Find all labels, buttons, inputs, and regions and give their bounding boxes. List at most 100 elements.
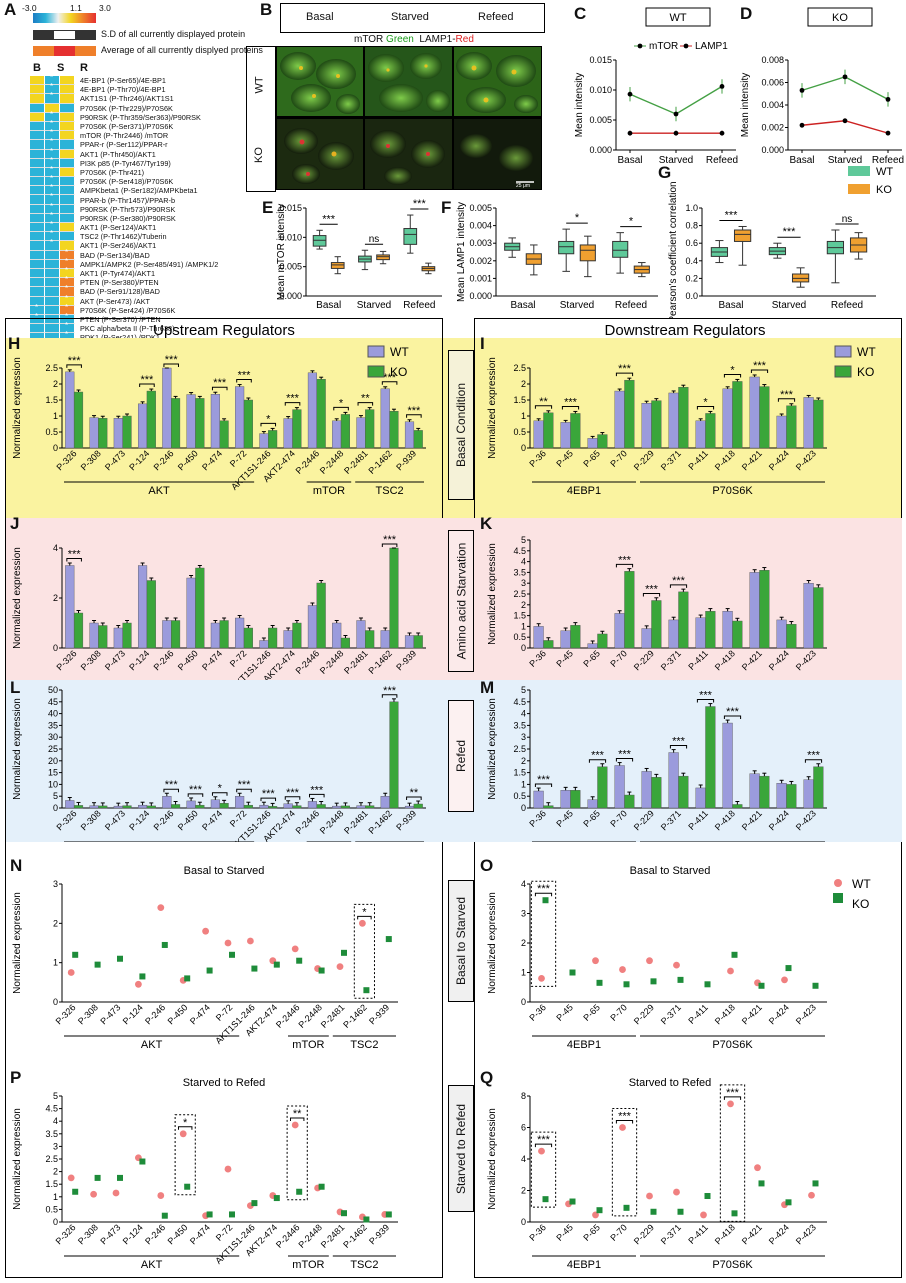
bar-WT: [776, 783, 787, 809]
x-tick-label: P-450: [176, 448, 200, 472]
x-tick-label: P-246: [143, 1002, 167, 1026]
heatmap-row: * P70S6K (P-Thr421): [30, 164, 218, 178]
bar-WT: [332, 420, 342, 449]
bar-KO: [389, 701, 399, 809]
bar-KO: [195, 567, 205, 649]
y-tick-label: 5: [53, 791, 58, 801]
heatmap-cell: *: [45, 164, 60, 178]
chart-title: Basal to Starved: [630, 865, 711, 877]
sig-label: *: [183, 1117, 188, 1129]
chart-i: Downstream Regulators 0 0.5 1 1.5 2 2.5 Normali…: [487, 322, 876, 497]
data-point: [799, 87, 805, 93]
heatmap-cell: [30, 213, 45, 223]
heatmap-cell: [30, 278, 45, 288]
y-tick-label: 2.5: [513, 744, 526, 754]
heatmap-star: *: [65, 275, 69, 285]
sig-label: ***: [286, 393, 300, 405]
heatmap-row: * AKT1S1 (P-Thr246)/AKT1S1: [30, 91, 218, 104]
bar-KO: [195, 804, 205, 809]
x-tick-label: P-124: [121, 1222, 145, 1246]
heatmap-row-label: PTEN (P-Ser380)/PTEN: [80, 278, 159, 288]
group-label: P70S6K: [712, 485, 753, 497]
heatmap-cell: *: [60, 303, 75, 315]
x-tick-label: P-939: [394, 448, 418, 472]
heatmap-row-label: AKT1 (P-Ser124)/AKT1: [80, 223, 157, 233]
heatmap-cell: *: [60, 248, 75, 260]
x-tick-label: P-70: [608, 1002, 629, 1023]
x-tick-label: P-473: [103, 448, 127, 472]
bar-KO: [678, 775, 689, 809]
x-tick-label: Starved: [357, 300, 391, 311]
y-tick-label: 8: [521, 1091, 526, 1101]
sig-bracket: [588, 759, 607, 763]
y-tick-label: 0.015: [279, 203, 302, 213]
heatmap-row-label: P70S6K (P-Thr229)/P70S6K: [80, 103, 173, 113]
img-ko-refeed: [454, 119, 541, 189]
bar-KO: [570, 790, 581, 809]
heatmap-row: * AMPK1/AMPK2 (P-Ser485/491) /AMPK1/2: [30, 257, 218, 269]
y-tick-label: 2: [521, 379, 526, 389]
sig-label: ***: [310, 784, 324, 796]
heatmap-row-label: P70S6K (P-Thr421): [80, 167, 145, 177]
heatmap-row: * PKC alpha/beta II (P-Thr638): [30, 321, 218, 334]
heatmap-cell: [30, 158, 45, 168]
heatmap-star: *: [50, 146, 54, 156]
heatmap-star: *: [65, 284, 69, 294]
heatmap-star: *: [50, 210, 54, 220]
legend-ko: KO: [857, 365, 874, 379]
point-WT: [781, 976, 788, 984]
bar-KO: [316, 804, 326, 809]
avg-legend-bar: [33, 46, 96, 56]
img-ko-basal: [277, 119, 363, 189]
y-tick-label: 1.5: [45, 1179, 58, 1189]
heatmap-row-label: PTEN (P-Ser370) /PTEN: [80, 314, 161, 324]
x-tick-label: P-326: [54, 448, 78, 472]
bar-WT: [404, 421, 415, 449]
legend-wt: WT: [852, 877, 871, 891]
heatmap-cell: [60, 213, 75, 223]
sig-bracket: [289, 1117, 305, 1121]
legend-dot-mtor: [637, 43, 643, 49]
bar-WT: [307, 801, 317, 809]
point-KO: [184, 1183, 191, 1190]
sig-bracket: [723, 1096, 742, 1100]
point-KO: [94, 961, 101, 968]
bar-KO: [73, 805, 84, 809]
heatmap-star: *: [65, 265, 69, 275]
y-tick-label: 40: [48, 709, 58, 719]
point-WT: [673, 961, 680, 969]
point-WT: [67, 969, 75, 976]
bar-WT: [722, 388, 733, 449]
heatmap-row-label: P90RSK (P-Thr359/Ser363)/P90RSK: [80, 112, 201, 122]
heatmap-cell: *: [45, 91, 60, 104]
x-tick-label: P-229: [632, 1002, 656, 1026]
point-WT: [727, 967, 734, 975]
data-point: [673, 130, 679, 136]
sig-label: ***: [753, 360, 767, 372]
sig-bracket: [615, 758, 634, 762]
heatmap-row: * P90RSK (P-Thr573)/P90RSK: [30, 202, 218, 214]
point-WT: [157, 1192, 165, 1199]
heatmap-cell: [30, 140, 45, 150]
heatmap-cell: *: [45, 137, 60, 150]
bar-WT: [614, 390, 625, 449]
heatmap-row-label: AKT1 (P-Tyr474)/AKT1: [80, 269, 156, 279]
heatmap-star: *: [50, 164, 54, 174]
point-KO: [812, 982, 819, 989]
sig-label: ***: [807, 750, 821, 762]
y-tick-label: 0: [53, 1217, 58, 1227]
bar-KO: [243, 399, 253, 449]
heatmap-cell: *: [60, 321, 75, 334]
y-tick-label: 0.000: [761, 145, 784, 155]
x-tick-label: P-1462: [341, 1222, 369, 1250]
bar-KO: [340, 637, 351, 649]
heatmap-row: * P70S6K (P-Ser371)/P70S6K: [30, 119, 218, 132]
img-wt-starved: [365, 47, 452, 116]
x-tick-label: P-450: [166, 1222, 190, 1246]
point-KO: [229, 951, 235, 958]
legend-dot-lamp1: [683, 43, 689, 49]
x-tick-label: P-421: [740, 1222, 764, 1246]
heatmap-cell: *: [45, 183, 60, 196]
x-tick-label: P-939: [394, 808, 418, 832]
